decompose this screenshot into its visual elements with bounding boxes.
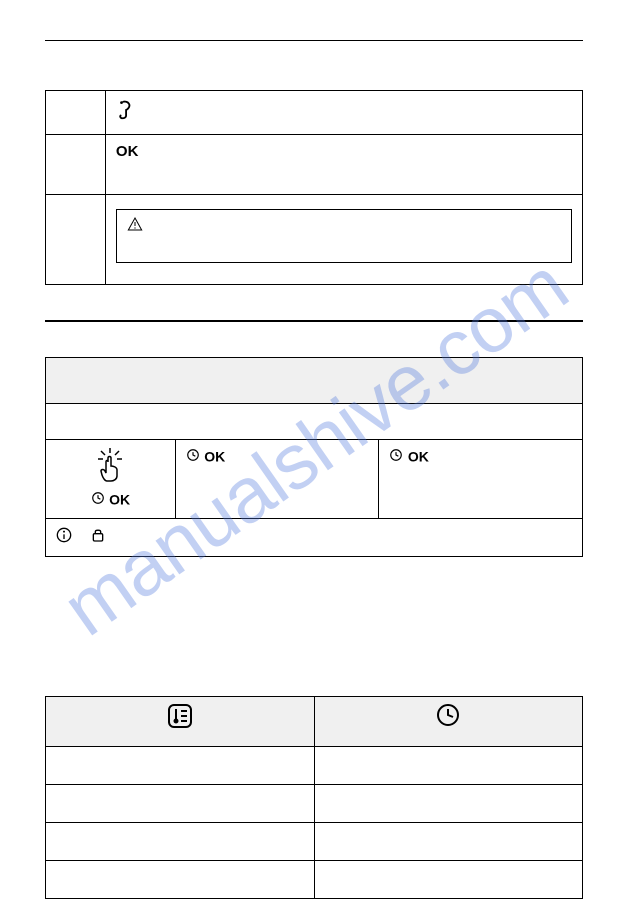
table-row: OK [46,135,583,195]
controls-footer [46,519,583,557]
table-row [46,747,583,785]
step-number-cell [46,195,106,285]
warning-box [116,209,572,263]
hook-icon [116,99,138,126]
table-row [46,823,583,861]
settings-cell [46,747,315,785]
warning-icon [127,216,143,237]
settings-cell [314,785,583,823]
ok-label: OK [408,449,429,465]
table-row [46,358,583,404]
step-desc-cell: OK [105,135,582,195]
rule-top [45,40,583,41]
clock-large-icon [436,703,460,732]
step-number-cell [46,135,106,195]
table-settings [45,696,583,899]
table-row [46,519,583,557]
settings-cell [314,747,583,785]
control-cell-3: OK [379,440,583,519]
table-row [46,91,583,135]
lock-icon [90,527,106,548]
table-row: OK OK OK [46,440,583,519]
settings-header-temp [46,697,315,747]
settings-cell [314,823,583,861]
page: OK [0,0,629,893]
settings-header-time [314,697,583,747]
thermometer-list-icon [167,703,193,734]
clock-small-icon [186,448,200,467]
ok-label: OK [116,143,139,160]
table-row [46,697,583,747]
step-number-cell [46,91,106,135]
control-cell-2: OK [175,440,379,519]
clock-small-icon [389,448,403,467]
table-row [46,404,583,440]
table-controls: OK OK OK [45,357,583,557]
touch-icon [95,448,125,487]
settings-cell [46,785,315,823]
ok-label: OK [109,492,130,508]
controls-header [46,358,583,404]
step-desc-cell [105,195,582,285]
table-row [46,785,583,823]
settings-cell [46,823,315,861]
controls-subheader [46,404,583,440]
ok-label: OK [204,449,225,465]
step-desc-cell [105,91,582,135]
control-cell-1: OK [46,440,176,519]
table-steps: OK [45,90,583,285]
info-icon [56,527,72,548]
rule-section-divider [45,320,583,322]
clock-small-icon [91,491,105,510]
table-row [46,195,583,285]
